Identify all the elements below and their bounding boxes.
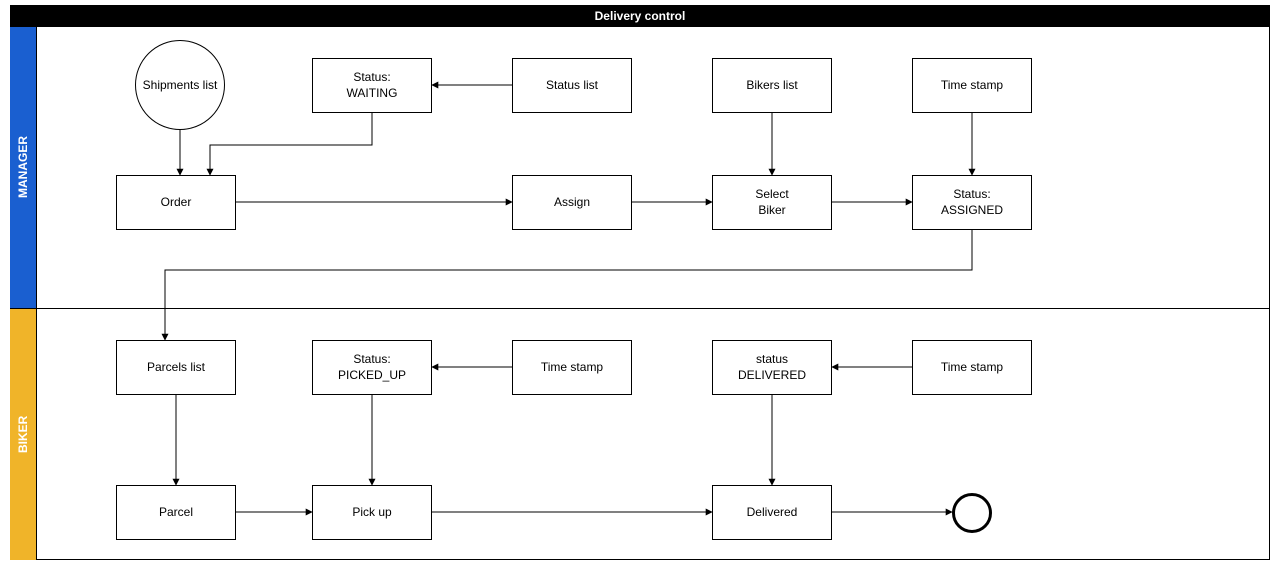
node-shipments: Shipments list [135,40,225,130]
node-assign: Assign [512,175,632,230]
lane-label-biker: BIKER [10,308,36,560]
node-status_asg: Status: ASSIGNED [912,175,1032,230]
node-order: Order [116,175,236,230]
node-timestamp3: Time stamp [912,340,1032,395]
node-status_list: Status list [512,58,632,113]
node-delivered: Delivered [712,485,832,540]
node-status_pick: Status: PICKED_UP [312,340,432,395]
node-timestamp1: Time stamp [912,58,1032,113]
lane-header-border [36,27,37,560]
node-parcels_list: Parcels list [116,340,236,395]
node-bikers_list: Bikers list [712,58,832,113]
node-timestamp2: Time stamp [512,340,632,395]
lane-divider [10,308,1270,309]
node-end [952,493,992,533]
title-bar: Delivery control [10,5,1270,27]
title-text: Delivery control [595,9,686,23]
lane-label-manager: MANAGER [10,27,36,308]
node-parcel: Parcel [116,485,236,540]
node-pickup: Pick up [312,485,432,540]
node-status_wait: Status: WAITING [312,58,432,113]
node-status_del: status DELIVERED [712,340,832,395]
node-select_biker: Select Biker [712,175,832,230]
diagram-canvas: Delivery control MANAGERBIKER Shipments … [0,0,1288,571]
